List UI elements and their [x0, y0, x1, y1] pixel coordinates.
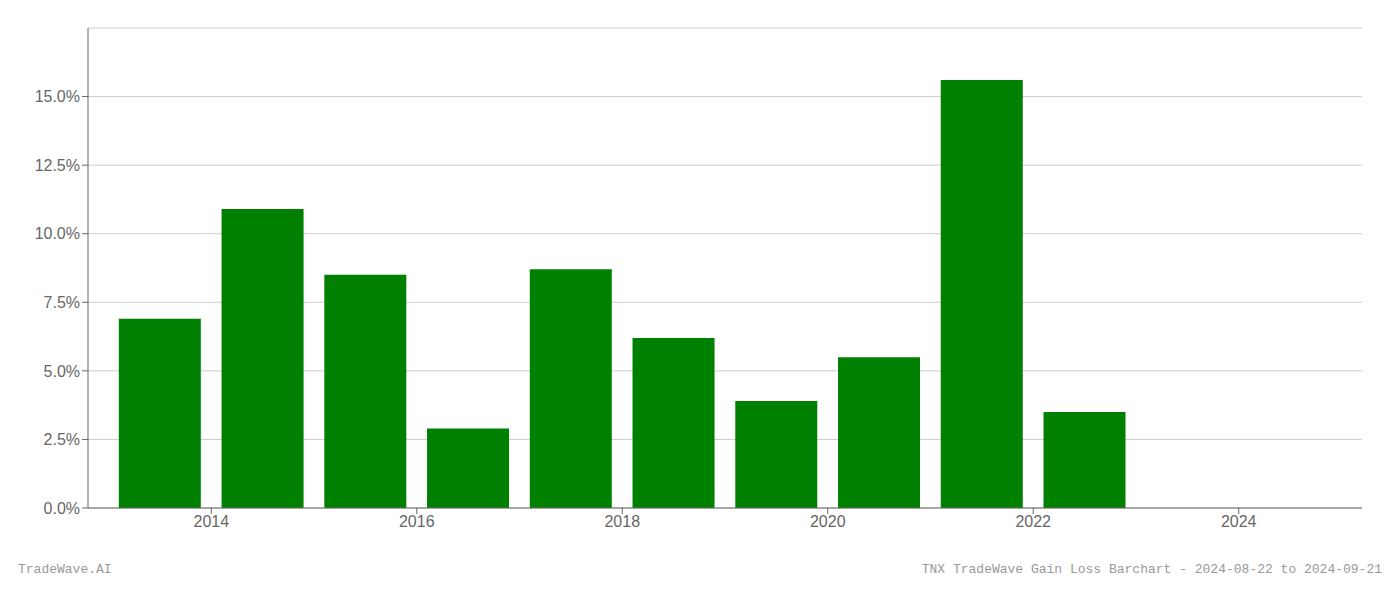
svg-text:12.5%: 12.5%: [35, 157, 80, 174]
svg-text:2020: 2020: [810, 513, 846, 530]
svg-text:2016: 2016: [399, 513, 435, 530]
svg-text:0.0%: 0.0%: [44, 500, 80, 517]
svg-text:15.0%: 15.0%: [35, 88, 80, 105]
svg-text:2014: 2014: [193, 513, 229, 530]
svg-text:2024: 2024: [1221, 513, 1257, 530]
svg-text:5.0%: 5.0%: [44, 363, 80, 380]
svg-text:2018: 2018: [604, 513, 640, 530]
svg-text:2022: 2022: [1015, 513, 1051, 530]
svg-text:10.0%: 10.0%: [35, 225, 80, 242]
html-text:TradeWave.AI: TradeWave.AI: [18, 562, 112, 577]
svg-text:7.5%: 7.5%: [44, 294, 80, 311]
svg-text:2.5%: 2.5%: [44, 431, 80, 448]
html-text:TNX TradeWave Gain Loss Barcha: TNX TradeWave Gain Loss Barchart - 2024-…: [921, 562, 1382, 577]
